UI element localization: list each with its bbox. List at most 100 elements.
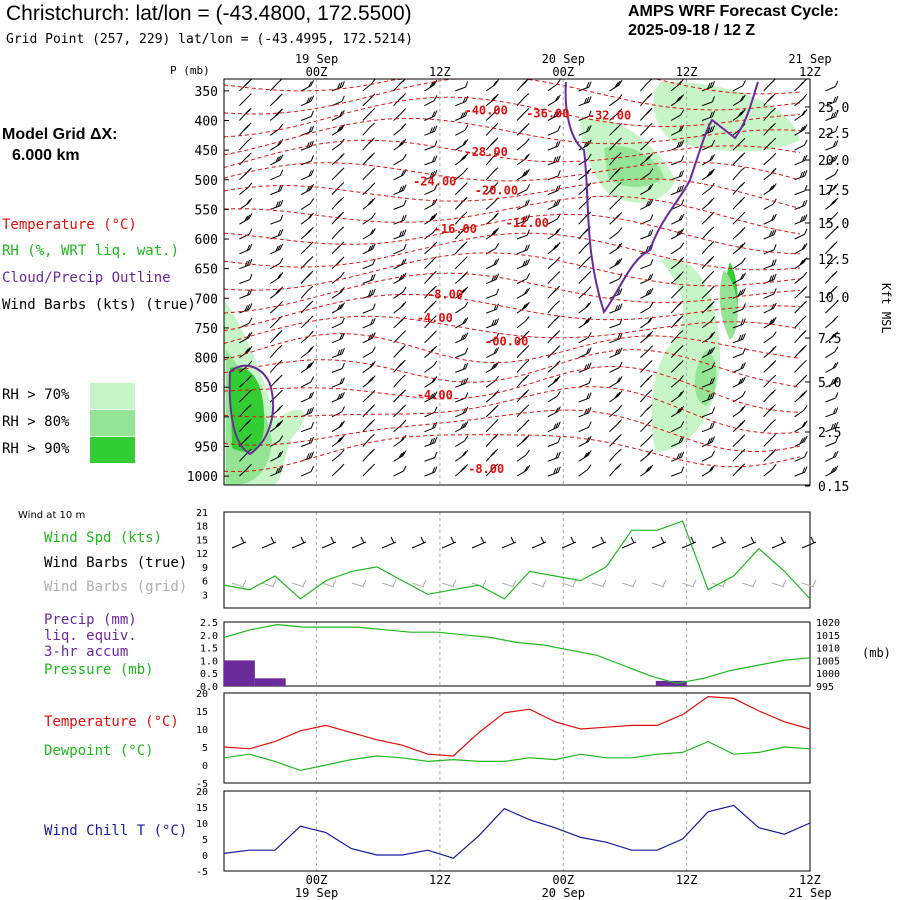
wind-barb <box>516 258 530 270</box>
wind-barb <box>825 285 838 299</box>
wind-barb <box>701 197 715 210</box>
wind-barb <box>300 169 315 181</box>
wind-barb <box>825 110 839 121</box>
windchill-panel-gridlines <box>316 791 688 871</box>
legend-rh80-label: RH > 80% <box>2 414 70 430</box>
legend-temperature-2m: Temperature (°C) <box>44 714 179 730</box>
wind-barb <box>547 271 561 284</box>
precip-bar-0 <box>224 660 255 686</box>
legend-wind-chill: Wind Chill T (°C) <box>44 823 188 839</box>
wind-barb <box>794 435 808 447</box>
windchill-axis-tick-5: -5 <box>196 867 208 878</box>
wind-barb <box>362 122 375 136</box>
wind-barb <box>239 273 253 284</box>
wind-barb <box>763 302 777 314</box>
temperature-contour <box>223 386 801 434</box>
top-hour-label-0: 00Z <box>306 65 328 79</box>
top-day-label-0: 19 Sep <box>295 52 338 66</box>
wind-barb-true <box>741 536 757 549</box>
wind-barbs <box>239 78 839 477</box>
wind-barb <box>701 81 715 92</box>
legend-wind-barbs: Wind Barbs (kts) (true) <box>2 297 196 313</box>
wind-barb <box>825 270 838 284</box>
wind-barb <box>825 154 839 166</box>
wind-barb <box>763 449 777 462</box>
wind-barb <box>794 170 808 181</box>
wind-barb <box>269 344 283 358</box>
wind-barb <box>393 450 407 462</box>
wind-barb <box>609 376 623 388</box>
contour-label-7: -12.00 <box>506 216 549 230</box>
windchill-axis-tick-4: 0 <box>202 851 208 862</box>
wind-barb <box>455 139 469 151</box>
wind-barb <box>701 125 715 136</box>
wind-barb <box>393 286 407 299</box>
wind-barb <box>640 449 654 462</box>
wind-barb <box>455 81 469 92</box>
wind-panel-frame <box>223 511 811 609</box>
wind-barb <box>547 285 561 299</box>
wind-barb <box>269 108 283 121</box>
wind-barb <box>239 404 252 418</box>
wind-barb <box>455 153 469 166</box>
wind-barb <box>239 360 253 373</box>
pressure-tick-850: 850 <box>195 381 218 396</box>
wind-barb <box>670 213 685 225</box>
wind-panel-gridlines <box>316 512 688 608</box>
wind-barb <box>640 345 653 358</box>
contour-label-12: -8.00 <box>468 462 504 476</box>
contour-label-8: -8.00 <box>427 287 463 301</box>
wind-barb <box>701 436 716 447</box>
wind-barb <box>794 315 807 329</box>
cloud-outline-west <box>228 364 274 456</box>
wind-barb <box>578 271 592 284</box>
wind-barb <box>670 315 684 329</box>
wind-barb-grid <box>621 579 637 588</box>
wind-barb <box>670 405 685 418</box>
legend-cloud-outline: Cloud/Precip Outline <box>2 270 171 286</box>
dewpoint-line <box>223 740 811 772</box>
temperature-contour <box>223 178 801 209</box>
wind-barb <box>547 466 561 477</box>
temperature-contour <box>223 333 801 364</box>
wind-barb-true <box>681 536 697 549</box>
wind-barb <box>362 78 376 92</box>
wind-barb <box>701 301 715 314</box>
wind-barb <box>331 362 345 373</box>
wind-barb <box>732 167 746 181</box>
wind-barb-grid <box>561 579 577 588</box>
wind-barb-grid <box>261 579 277 588</box>
wind-barb <box>825 80 839 92</box>
wind-barb <box>701 211 715 225</box>
wind-barb <box>578 435 592 447</box>
wind-barb <box>516 389 530 403</box>
wind-barb <box>547 451 561 462</box>
page-title: Christchurch: lat/lon = (-43.4800, 172.5… <box>6 2 412 25</box>
height-tick-3: 17.5 <box>818 184 849 199</box>
legend-dewpoint: Dewpoint (°C) <box>44 743 154 759</box>
wind-barb <box>671 184 685 196</box>
wind-barb <box>701 110 715 121</box>
wind-barb-true <box>591 536 607 549</box>
wind-barb <box>269 330 283 344</box>
wind-barb <box>547 242 561 255</box>
wind-barb <box>640 153 654 166</box>
wind-barb <box>455 421 469 433</box>
wind-barb <box>732 463 746 477</box>
pressure-sfc-tick-0: 1020 <box>816 618 840 629</box>
wind-barb <box>270 450 284 462</box>
wind-barb <box>609 257 623 270</box>
wind-barb <box>701 168 715 181</box>
wind-barb <box>671 155 685 166</box>
bottom-hour-label-3: 12Z <box>676 873 698 887</box>
wind-barb <box>331 332 345 344</box>
wind-barb <box>485 137 499 151</box>
wind-barb <box>547 315 560 329</box>
wind-barb <box>300 226 314 240</box>
wind-speed-axis-tick-6: 3 <box>202 590 208 601</box>
contour-label-5: -20.00 <box>475 184 518 198</box>
wind-barb <box>763 93 776 107</box>
wind-barb <box>362 448 375 462</box>
wind-barb <box>239 122 252 136</box>
wind-barb <box>547 300 560 314</box>
